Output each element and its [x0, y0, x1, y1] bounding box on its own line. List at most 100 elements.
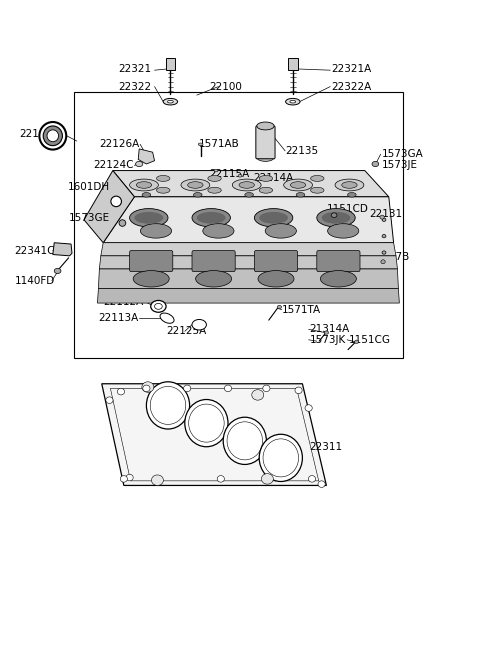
Ellipse shape — [296, 193, 305, 197]
Bar — [74, 92, 403, 358]
Ellipse shape — [156, 175, 170, 181]
FancyBboxPatch shape — [288, 58, 298, 70]
Polygon shape — [97, 289, 399, 303]
Polygon shape — [102, 384, 326, 485]
Polygon shape — [138, 149, 155, 164]
Ellipse shape — [163, 98, 178, 105]
Text: 22341C: 22341C — [14, 245, 55, 256]
Polygon shape — [53, 243, 72, 256]
Ellipse shape — [380, 215, 384, 219]
Polygon shape — [98, 269, 398, 289]
Ellipse shape — [54, 268, 61, 274]
Ellipse shape — [257, 154, 274, 161]
Ellipse shape — [181, 179, 210, 191]
Text: 22321: 22321 — [118, 64, 151, 74]
Ellipse shape — [135, 161, 143, 167]
Ellipse shape — [277, 306, 281, 308]
Ellipse shape — [265, 224, 296, 238]
Ellipse shape — [188, 182, 203, 188]
Ellipse shape — [348, 193, 356, 197]
Ellipse shape — [39, 122, 66, 150]
Ellipse shape — [382, 251, 386, 254]
Ellipse shape — [259, 175, 273, 181]
Ellipse shape — [327, 224, 359, 238]
Ellipse shape — [311, 188, 324, 193]
Ellipse shape — [263, 385, 270, 392]
Ellipse shape — [322, 212, 350, 224]
Ellipse shape — [239, 182, 254, 188]
Ellipse shape — [259, 188, 273, 193]
Text: 22127B: 22127B — [370, 252, 410, 262]
FancyBboxPatch shape — [130, 251, 173, 272]
Ellipse shape — [196, 270, 232, 287]
Ellipse shape — [106, 397, 113, 403]
Text: 22321A: 22321A — [331, 64, 372, 74]
FancyBboxPatch shape — [256, 126, 275, 159]
Ellipse shape — [257, 122, 274, 130]
Ellipse shape — [134, 212, 163, 224]
Ellipse shape — [321, 270, 356, 287]
Polygon shape — [101, 243, 396, 256]
Text: 22144: 22144 — [19, 129, 53, 140]
Ellipse shape — [308, 476, 316, 482]
Ellipse shape — [225, 385, 232, 392]
Ellipse shape — [47, 130, 59, 142]
Ellipse shape — [214, 169, 218, 172]
Ellipse shape — [136, 182, 152, 188]
Polygon shape — [113, 171, 389, 197]
Ellipse shape — [208, 188, 221, 193]
Text: 1571TA: 1571TA — [282, 304, 322, 315]
Ellipse shape — [290, 100, 296, 103]
Ellipse shape — [295, 387, 302, 394]
Text: 1151CD: 1151CD — [326, 203, 368, 214]
Text: 1573JK: 1573JK — [310, 335, 346, 345]
Polygon shape — [84, 171, 134, 243]
Ellipse shape — [208, 175, 221, 181]
Ellipse shape — [305, 405, 312, 411]
FancyBboxPatch shape — [317, 251, 360, 272]
Ellipse shape — [342, 182, 357, 188]
Ellipse shape — [354, 340, 359, 344]
Ellipse shape — [130, 209, 168, 227]
Text: 1573GA: 1573GA — [382, 149, 423, 159]
Ellipse shape — [317, 209, 355, 227]
Ellipse shape — [155, 303, 162, 309]
Text: 22322: 22322 — [118, 81, 151, 92]
Ellipse shape — [118, 388, 125, 395]
Ellipse shape — [259, 212, 288, 224]
Ellipse shape — [198, 143, 203, 146]
FancyBboxPatch shape — [192, 251, 235, 272]
Ellipse shape — [261, 474, 274, 484]
Ellipse shape — [197, 212, 226, 224]
Text: 22112A: 22112A — [104, 297, 144, 307]
Text: 22322A: 22322A — [331, 81, 372, 92]
Text: 1140FD: 1140FD — [14, 276, 55, 286]
Ellipse shape — [184, 385, 191, 392]
Ellipse shape — [382, 218, 386, 222]
Ellipse shape — [259, 434, 302, 482]
Ellipse shape — [120, 476, 128, 482]
Ellipse shape — [238, 174, 242, 177]
FancyBboxPatch shape — [166, 58, 175, 70]
Ellipse shape — [382, 234, 386, 237]
Ellipse shape — [160, 313, 174, 323]
Ellipse shape — [151, 300, 166, 312]
Ellipse shape — [217, 476, 225, 482]
Ellipse shape — [156, 188, 170, 193]
Ellipse shape — [152, 475, 163, 485]
Text: 22113A: 22113A — [98, 313, 138, 323]
Ellipse shape — [185, 400, 228, 447]
Ellipse shape — [146, 382, 190, 429]
Text: 22100: 22100 — [209, 81, 242, 92]
Ellipse shape — [192, 209, 230, 227]
Ellipse shape — [381, 260, 385, 264]
Text: 22131: 22131 — [370, 209, 403, 219]
Ellipse shape — [142, 382, 154, 392]
Ellipse shape — [140, 224, 172, 238]
Ellipse shape — [318, 481, 325, 487]
Text: 22311: 22311 — [310, 442, 343, 453]
Ellipse shape — [372, 161, 379, 167]
Text: 22135: 22135 — [286, 146, 319, 156]
Ellipse shape — [324, 331, 329, 334]
Ellipse shape — [130, 179, 158, 191]
